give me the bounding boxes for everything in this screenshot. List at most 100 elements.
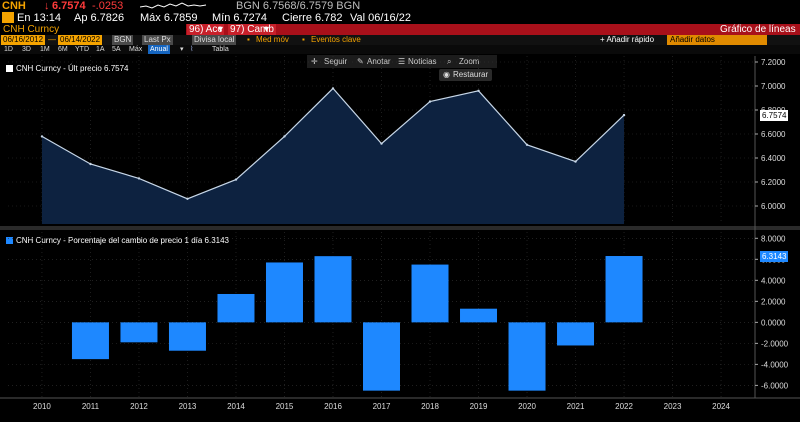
change-bar-2013	[168, 322, 206, 351]
price-legend-swatch	[6, 65, 13, 72]
pencil-icon[interactable]: ✎	[357, 57, 364, 66]
change-tick-label-5: -2.0000	[761, 339, 789, 348]
period-1m[interactable]: 1M	[40, 46, 50, 53]
x-tick-label-6: 2016	[324, 402, 342, 411]
events-checkbox-icon[interactable]: ▪	[302, 35, 305, 44]
zoom-button[interactable]: Zoom	[459, 57, 480, 66]
zoom-icon[interactable]: ⌕	[447, 57, 452, 66]
add-data-field[interactable]: Añadir datos	[667, 35, 767, 45]
price-area-fill	[41, 88, 625, 225]
price-point-2014	[234, 178, 238, 181]
restore-icon: ◉	[443, 70, 450, 79]
last-price: 6.7574	[52, 0, 86, 12]
price-point-2011	[89, 162, 92, 166]
x-tick-label-11: 2021	[567, 402, 585, 411]
price-point-2015	[283, 135, 286, 138]
chart-controls: 06/16/2012 — 06/14/2022 BGN Last Px Divi…	[0, 35, 800, 45]
open-price: Ap 6.7826	[74, 12, 125, 24]
news-icon[interactable]: ☰	[398, 57, 406, 66]
title-bar: CNH Curncy 96) Acc ▾ 97) Camb ▾ Gráfico …	[0, 24, 800, 35]
price-legend[interactable]: CNH Curncy - Últ precio 6.7574	[6, 64, 128, 74]
price-point-2018	[428, 100, 432, 103]
period-6m[interactable]: 6M	[58, 46, 68, 53]
period-1d[interactable]: 1D	[4, 46, 13, 53]
table-button[interactable]: Tabla	[212, 46, 229, 53]
quick-add-button[interactable]: + Añadir rápido	[600, 35, 655, 44]
change-tick-label-2: 4.0000	[761, 276, 786, 285]
chart-type-title: Gráfico de líneas	[720, 24, 796, 35]
annotate-button[interactable]: Anotar	[367, 57, 391, 66]
change-bar-2022	[605, 256, 643, 323]
x-tick-label-8: 2018	[421, 402, 439, 411]
change-legend-swatch	[6, 237, 13, 244]
security-field[interactable]: CNH Curncy	[0, 24, 186, 35]
price-tick-label-1: 7.0000	[761, 82, 786, 91]
last-price-label: 6.7574	[760, 109, 789, 121]
change-bar-2011	[71, 322, 109, 360]
change-tick-label-4: 0.0000	[761, 318, 786, 327]
change-menu[interactable]: 97) Camb	[228, 24, 276, 35]
change-bar-2014	[217, 293, 255, 323]
x-tick-label-3: 2013	[179, 402, 197, 411]
change-bar-2017	[363, 322, 400, 391]
panel-divider	[0, 226, 800, 230]
frequency-chevron-icon[interactable]: ▾	[180, 46, 184, 53]
ticker-details: En 13:14 Ap 6.7826 Máx 6.7859 Mín 6.7274…	[0, 12, 800, 24]
price-point-2013	[186, 197, 189, 200]
period-ytd[interactable]: YTD	[75, 46, 89, 53]
line-chart-icon[interactable]: ⌇	[190, 46, 194, 53]
source-field[interactable]: BGN	[112, 35, 134, 45]
change-bar-2018	[411, 264, 449, 323]
moving-average-toggle[interactable]: Med móv	[256, 35, 289, 44]
field-selector[interactable]: Last Px	[142, 35, 173, 45]
high-price: Máx 6.7859	[140, 12, 198, 24]
price-tick-label-5: 6.2000	[761, 178, 786, 187]
last-change-label: 6.3143	[760, 250, 789, 262]
end-date-field[interactable]: 06/14/2022	[58, 35, 103, 45]
close-price: Cierre 6.782	[282, 12, 343, 24]
restore-label: Restaurar	[453, 70, 489, 79]
news-button[interactable]: Noticias	[408, 57, 437, 66]
period-3d[interactable]: 3D	[22, 46, 31, 53]
price-point-2016	[331, 87, 335, 90]
period-max[interactable]: Máx	[129, 46, 143, 53]
crosshair-icon[interactable]: ✛	[311, 57, 318, 66]
change-tick-label-0: 8.0000	[761, 234, 786, 243]
currency-selector[interactable]: Divisa local	[192, 35, 237, 45]
actions-chevron-icon[interactable]: ▾	[218, 24, 224, 35]
change-bar-2012	[120, 322, 158, 343]
last-price-arrow: ↓	[44, 0, 50, 12]
sparkline-icon	[140, 2, 207, 9]
period-bar: 1D 3D 1M 6M YTD 1A 5A Máx Anual ▾ ⌇ Tabl…	[0, 45, 800, 54]
price-point-2012	[137, 177, 141, 180]
follow-button[interactable]: Seguir	[324, 57, 348, 66]
change-bar-2019	[460, 308, 498, 323]
value-date: Val 06/16/22	[350, 12, 411, 24]
x-tick-label-12: 2022	[615, 402, 633, 411]
price-tick-label-6: 6.0000	[761, 202, 786, 211]
change-bar-2020	[508, 322, 546, 391]
price-tick-label-0: 7.2000	[761, 58, 786, 67]
period-1a[interactable]: 1A	[96, 46, 105, 53]
price-point-2020	[525, 143, 529, 146]
exchange-icon	[2, 12, 14, 23]
trade-time: En 13:14	[17, 12, 62, 24]
avg-checkbox-icon[interactable]: ▪	[247, 35, 250, 44]
actions-menu[interactable]: 96) Acc	[187, 24, 225, 35]
x-tick-label-0: 2010	[33, 402, 51, 411]
start-date-field[interactable]: 06/16/2012	[1, 35, 46, 45]
frequency-selector[interactable]: Anual	[148, 45, 170, 54]
x-tick-label-1: 2011	[82, 402, 100, 411]
low-price: Mín 6.7274	[212, 12, 268, 24]
key-events-toggle[interactable]: Eventos clave	[311, 35, 361, 44]
change-legend[interactable]: CNH Curncy - Porcentaje del cambio de pr…	[6, 236, 229, 246]
ticker-symbol[interactable]: CNH	[2, 0, 26, 12]
period-5a[interactable]: 5A	[112, 46, 121, 53]
price-point-2010	[40, 135, 44, 138]
ticker-line: CNH ↓ 6.7574 -.0253 BGN 6.7568/6.7579 BG…	[0, 0, 800, 12]
price-tick-label-3: 6.6000	[761, 130, 786, 139]
change-chevron-icon[interactable]: ▾	[264, 24, 270, 35]
x-tick-label-7: 2017	[373, 402, 391, 411]
bid-ask: BGN 6.7568/6.7579 BGN	[236, 0, 361, 12]
